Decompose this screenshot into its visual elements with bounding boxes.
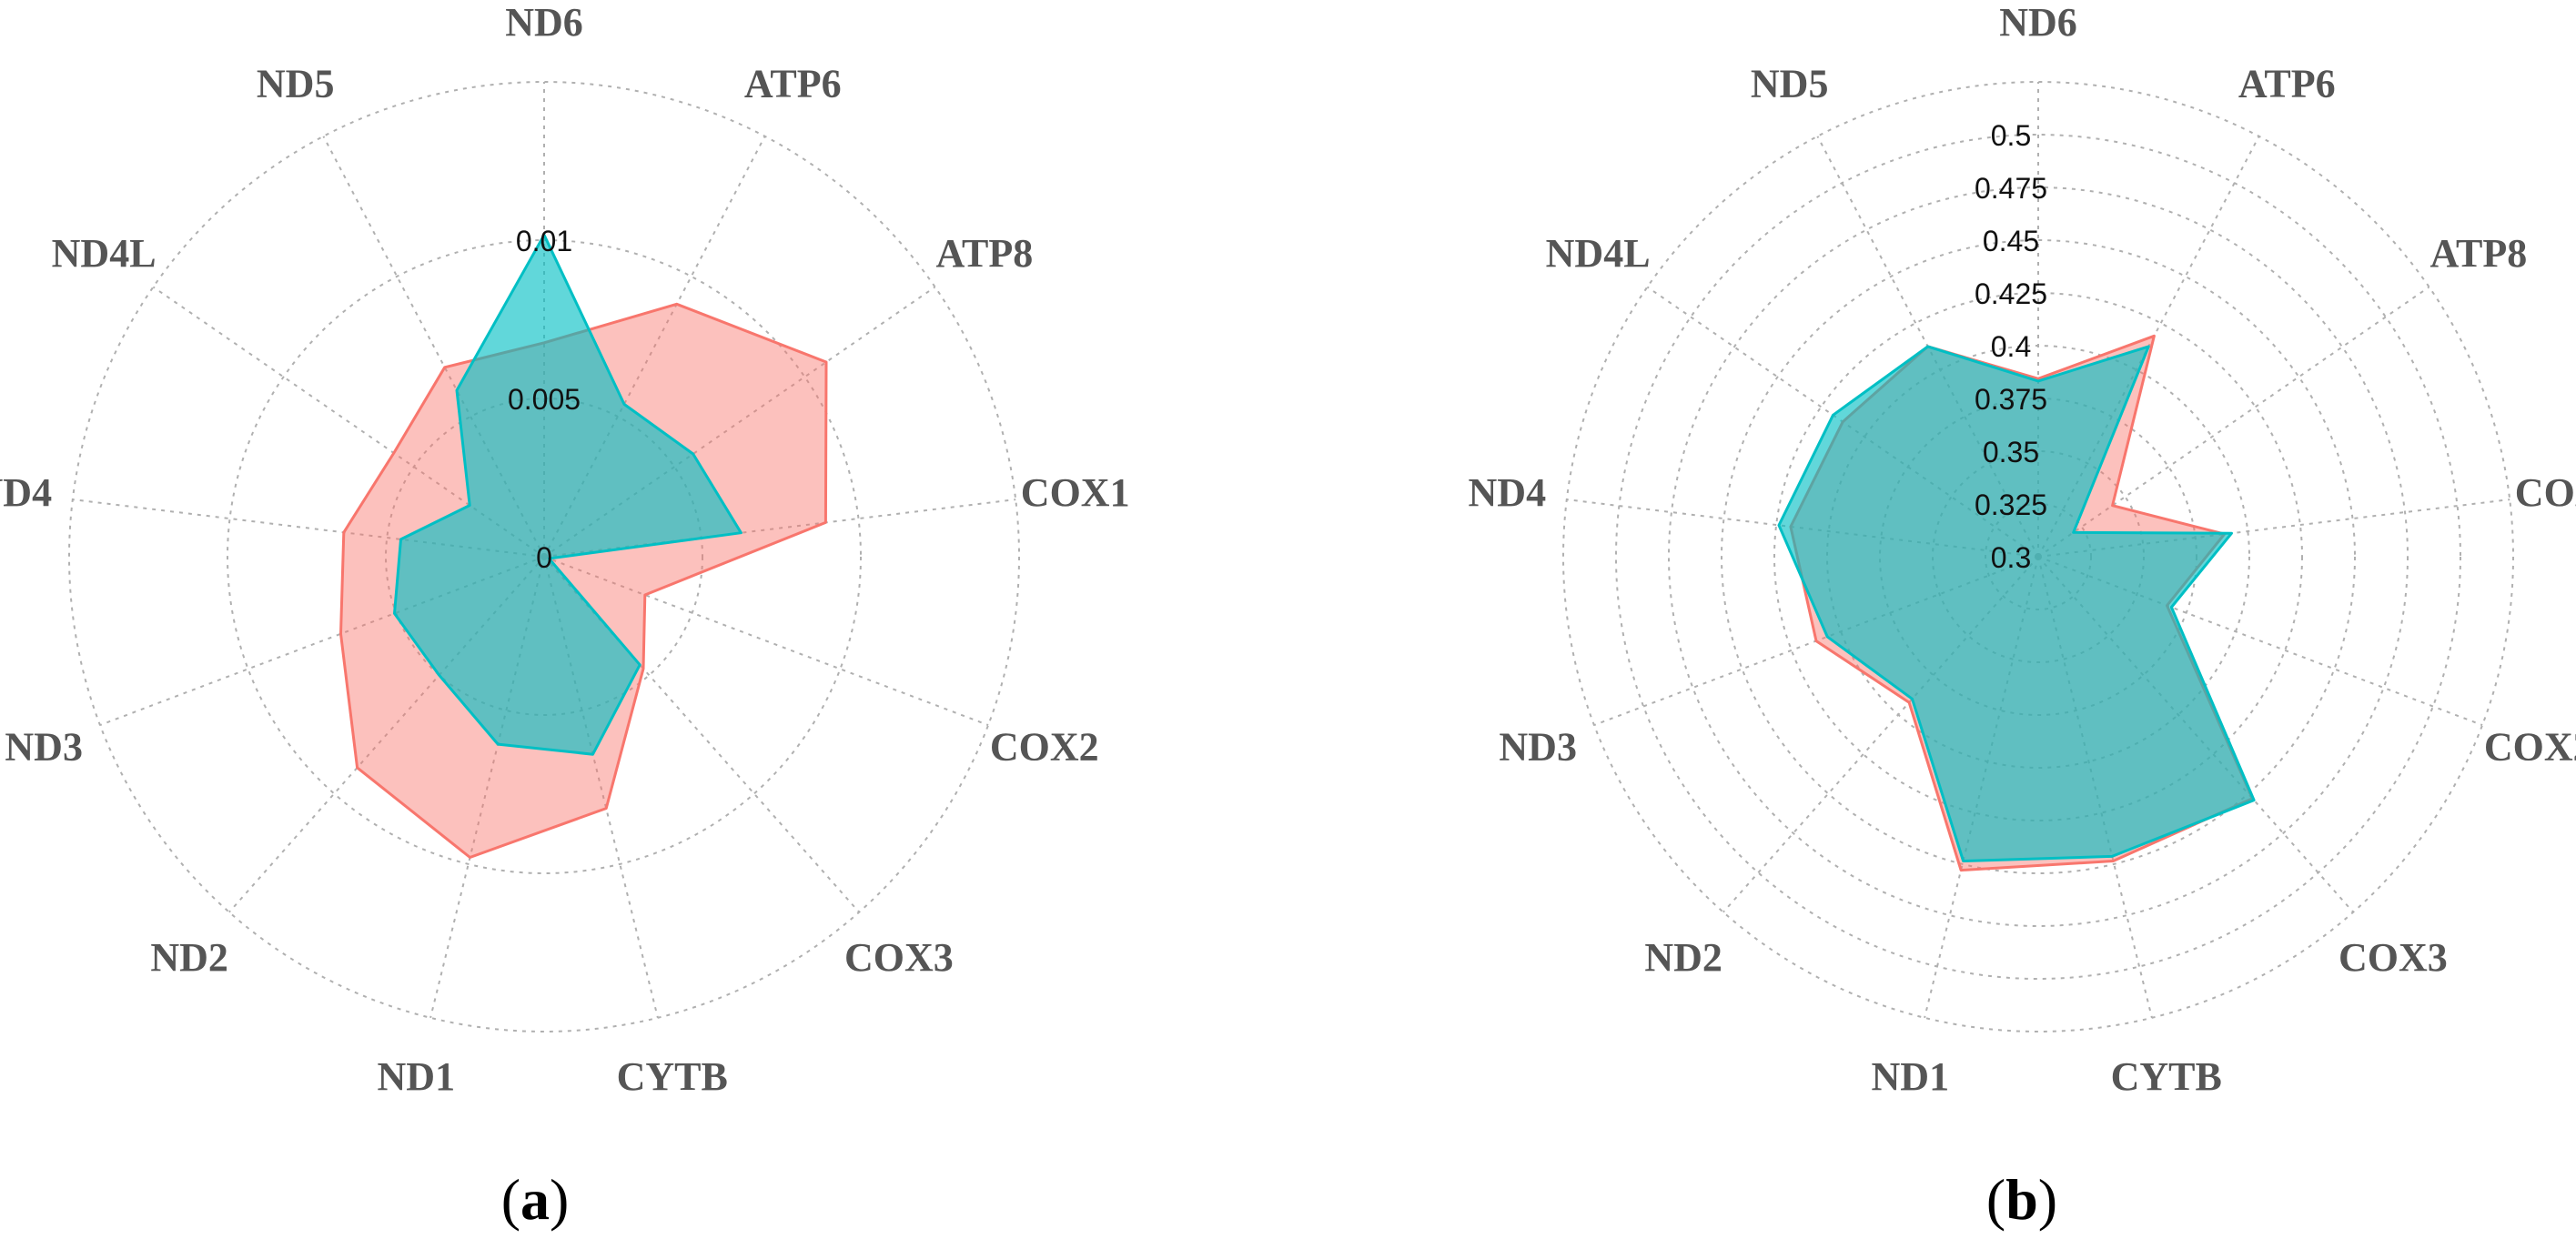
spoke-cox2	[2037, 556, 2483, 727]
spoke-nd4l	[152, 286, 545, 558]
spoke-cox3	[543, 556, 860, 913]
spoke-nd2	[228, 556, 545, 913]
tick-label-b: 0.45	[1983, 225, 2039, 257]
panel-label-a: (a)	[501, 1167, 570, 1232]
axis-label-cox3-a: COX3	[844, 935, 954, 980]
spoke-nd4	[72, 499, 545, 558]
axis-label-nd3-b: ND3	[1499, 725, 1577, 770]
axis-label-nd4l-b: ND4L	[1546, 231, 1651, 276]
panel-label-a-letter: a	[520, 1167, 550, 1232]
tick-label-b: 0.3	[1991, 541, 2031, 574]
axis-label-nd6-b: ND6	[1999, 0, 2077, 45]
axis-label-nd1-a: ND1	[378, 1054, 456, 1099]
spoke-atp8	[543, 286, 936, 558]
tick-label-a: 0.01	[516, 225, 572, 257]
grid-ring	[1615, 134, 2461, 980]
axis-label-nd2-b: ND2	[1644, 935, 1722, 980]
axis-label-atp8-b: ATP8	[2430, 231, 2528, 276]
spoke-cytb	[543, 556, 659, 1019]
axis-label-nd4-b: ND4	[1469, 470, 1547, 515]
grid-ring	[1773, 292, 2303, 821]
axis-label-nd4l-a: ND4L	[52, 231, 157, 276]
axis-label-cytb-b: CYTB	[2111, 1054, 2222, 1099]
axis-label-cox3-b: COX3	[2339, 935, 2448, 980]
axis-label-nd6-a: ND6	[505, 0, 583, 45]
spoke-atp8	[2037, 286, 2430, 558]
tick-label-b: 0.4	[1991, 330, 2031, 363]
tick-label-a: 0	[536, 541, 552, 574]
axis-label-cox2-b: COX2	[2484, 725, 2576, 770]
axis-label-atp6-b: ATP6	[2238, 61, 2336, 106]
series-2-area-a	[393, 233, 742, 756]
axis-label-cox1-b: COX1	[2515, 470, 2576, 515]
tick-label-b: 0.375	[1975, 383, 2047, 416]
axis-label-nd4-a: ND4	[0, 470, 52, 515]
series-2-area-b	[1777, 345, 2256, 862]
axis-label-nd5-a: ND5	[257, 61, 335, 106]
grid-ring	[1562, 81, 2514, 1032]
axis-label-nd5-b: ND5	[1751, 61, 1829, 106]
spoke-nd2	[1722, 556, 2039, 913]
radar-chart-a: 0 0.005 0.01 ND6 ATP6 ATP8 COX1 COX2 COX3 CYTB ND1…	[0, 0, 1130, 1099]
grid-ring	[68, 81, 1020, 1032]
axis-label-nd2-a: ND2	[150, 935, 228, 980]
axis-label-nd1-b: ND1	[1872, 1054, 1950, 1099]
spoke-cox1	[2037, 499, 2510, 558]
axis-label-cox1-a: COX1	[1021, 470, 1130, 515]
tick-label-b: 0.35	[1983, 436, 2039, 468]
spoke-cox2	[543, 556, 989, 727]
spoke-atp6	[543, 136, 766, 558]
grid-ring	[1668, 186, 2409, 927]
tick-label-a: 0.005	[508, 383, 581, 416]
spoke-cox1	[543, 499, 1016, 558]
tick-label-b: 0.325	[1975, 488, 2047, 521]
tick-label-b: 0.475	[1975, 172, 2047, 205]
panel-label-b: (b)	[1986, 1167, 2057, 1232]
axis-label-atp6-a: ATP6	[744, 61, 842, 106]
grid-ring	[227, 239, 862, 874]
tick-label-b: 0.425	[1975, 277, 2047, 310]
axis-label-nd3-a: ND3	[5, 725, 83, 770]
spoke-nd1	[429, 556, 545, 1019]
spoke-nd5	[322, 136, 545, 558]
spoke-nd3	[99, 556, 545, 727]
panel-label-b-letter: b	[2005, 1167, 2038, 1232]
axis-label-atp8-a: ATP8	[936, 231, 1034, 276]
grid-ring	[1721, 239, 2356, 874]
axis-label-cox2-a: COX2	[990, 725, 1099, 770]
axis-label-cytb-a: CYTB	[617, 1054, 728, 1099]
tick-label-b: 0.5	[1991, 119, 2031, 152]
radar-chart-b: 0.3 0.325 0.35 0.375 0.4 0.425 0.45 0.475 0.5 ND6…	[1469, 0, 2576, 1099]
